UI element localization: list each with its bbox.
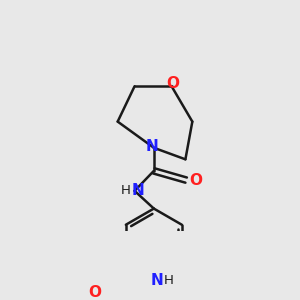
Text: H: H (164, 274, 173, 287)
Text: N: N (146, 139, 159, 154)
Text: O: O (167, 76, 180, 92)
Text: H: H (120, 184, 130, 196)
Text: O: O (189, 172, 202, 188)
Text: O: O (88, 285, 101, 300)
Text: N: N (131, 183, 144, 198)
Text: N: N (151, 273, 163, 288)
